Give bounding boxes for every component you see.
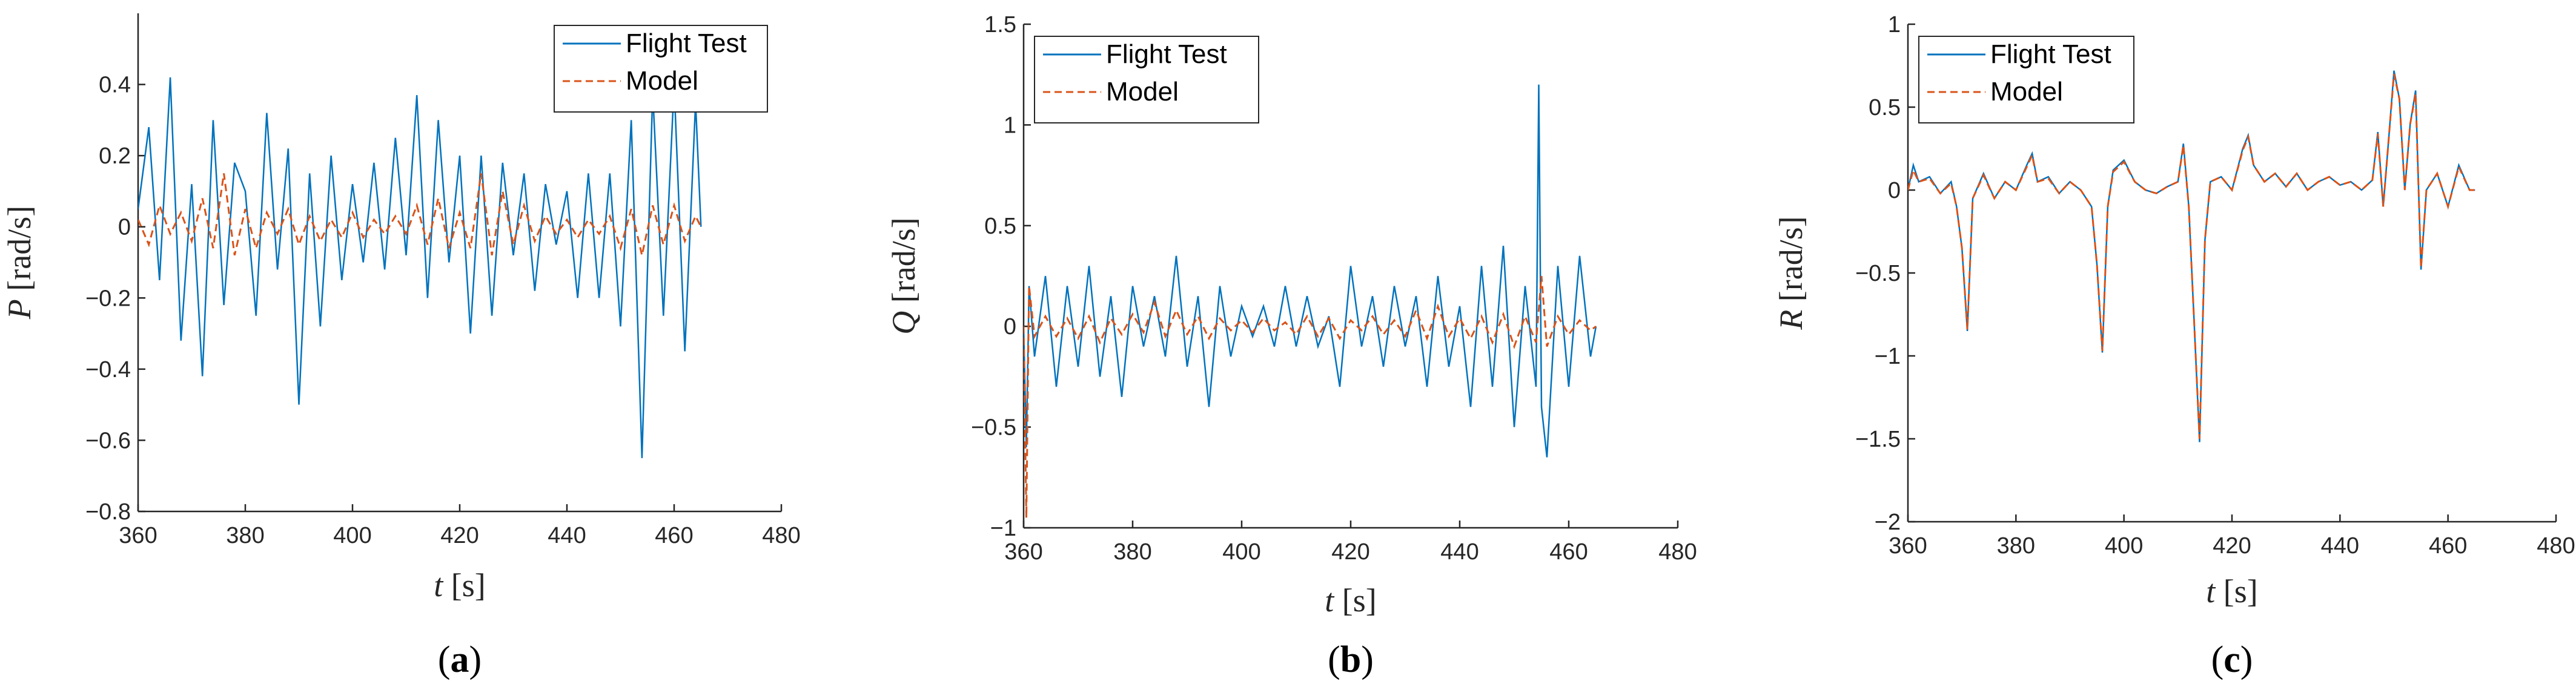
- legend-box: [554, 25, 768, 113]
- x-tick-label: 480: [762, 523, 800, 548]
- panel-caption: (a): [438, 639, 482, 680]
- x-tick-label: 420: [2213, 533, 2251, 559]
- legend-label: Flight Test: [1106, 39, 1227, 69]
- flight-test-series-line: [138, 77, 702, 458]
- y-tick-label: −0.8: [85, 499, 131, 525]
- x-tick-label: 440: [1440, 539, 1478, 565]
- legend-label: Model: [1990, 77, 2063, 107]
- x-axis-label: t [s]: [434, 567, 486, 603]
- x-axis-label: t [s]: [2206, 573, 2258, 610]
- legend: Flight Test Model: [1034, 36, 1259, 123]
- y-tick-label: 1.5: [984, 12, 1016, 38]
- y-tick-label: −0.6: [85, 428, 131, 453]
- legend-box: [1034, 36, 1259, 123]
- y-tick-label: 0: [118, 215, 131, 240]
- x-tick-label: 360: [119, 523, 157, 548]
- model-series-line: [1024, 275, 1597, 518]
- y-tick-label: 0.2: [99, 143, 131, 169]
- y-tick-label: −2: [1875, 510, 1901, 535]
- x-tick-label: 400: [2105, 533, 2143, 559]
- x-tick-label: 480: [1658, 539, 1697, 565]
- y-tick-label: 1: [1888, 12, 1901, 38]
- x-tick-label: 480: [2537, 533, 2575, 559]
- y-tick-label: 0: [1888, 178, 1901, 203]
- x-axis-label: t [s]: [1325, 582, 1377, 619]
- x-tick-label: 420: [440, 523, 478, 548]
- y-tick-label: −0.5: [1855, 261, 1901, 286]
- y-tick-label: −0.4: [85, 357, 131, 383]
- model-series-line: [138, 173, 702, 256]
- y-tick-label: 0.5: [984, 214, 1016, 239]
- x-tick-label: 400: [1222, 539, 1260, 565]
- x-tick-label: 380: [1997, 533, 2035, 559]
- y-tick-label: 0: [1004, 314, 1016, 340]
- y-axis-label: P [rad/s]: [1, 206, 38, 320]
- y-axis-label: R [rad/s]: [1773, 216, 1809, 330]
- y-tick-label: −1: [990, 516, 1016, 541]
- legend: Flight Test Model: [1918, 36, 2134, 123]
- x-tick-label: 400: [333, 523, 371, 548]
- y-tick-label: −0.5: [971, 415, 1016, 441]
- x-tick-label: 440: [2321, 533, 2359, 559]
- chart-panel-1: 360 380 400 420 440 460 480 −0.8 −0.6 −0.4 −0.2 0 0.…: [1, 13, 801, 680]
- x-tick-label: 420: [1331, 539, 1369, 565]
- legend-box: [1918, 36, 2134, 123]
- model-series-line: [1908, 73, 2475, 439]
- panel-caption: (c): [2211, 639, 2253, 680]
- x-tick-label: 380: [1113, 539, 1151, 565]
- legend-label: Flight Test: [626, 28, 747, 58]
- x-tick-label: 360: [1004, 539, 1042, 565]
- x-tick-label: 460: [655, 523, 693, 548]
- legend-label: Flight Test: [1990, 39, 2111, 69]
- flight-test-series-line: [1024, 84, 1597, 458]
- legend: Flight Test Model: [554, 25, 768, 113]
- x-tick-label: 460: [2429, 533, 2467, 559]
- legend-label: Model: [1106, 77, 1179, 107]
- chart-panel-2: 360 380 400 420 440 460 480 −1 −0.5 0 0.5 1 1.5 Fligh…: [886, 12, 1697, 680]
- panel-caption: (b): [1328, 639, 1374, 680]
- y-tick-label: 0.5: [1869, 95, 1901, 120]
- x-tick-label: 440: [548, 523, 586, 548]
- legend-label: Model: [626, 66, 698, 96]
- x-tick-label: 380: [226, 523, 264, 548]
- y-axis-label: Q [rad/s]: [886, 217, 922, 334]
- x-tick-label: 460: [1549, 539, 1588, 565]
- chart-panel-3: 360 380 400 420 440 460 480 −2 −1.5 −1 −0.5 0 0.5 1 Fl…: [1773, 12, 2575, 680]
- y-tick-label: −1.5: [1855, 427, 1901, 452]
- y-tick-label: 0.4: [99, 73, 131, 98]
- y-tick-label: 1: [1004, 113, 1016, 138]
- x-tick-label: 360: [1889, 533, 1927, 559]
- y-tick-label: −1: [1875, 344, 1901, 369]
- y-tick-label: −0.2: [85, 286, 131, 311]
